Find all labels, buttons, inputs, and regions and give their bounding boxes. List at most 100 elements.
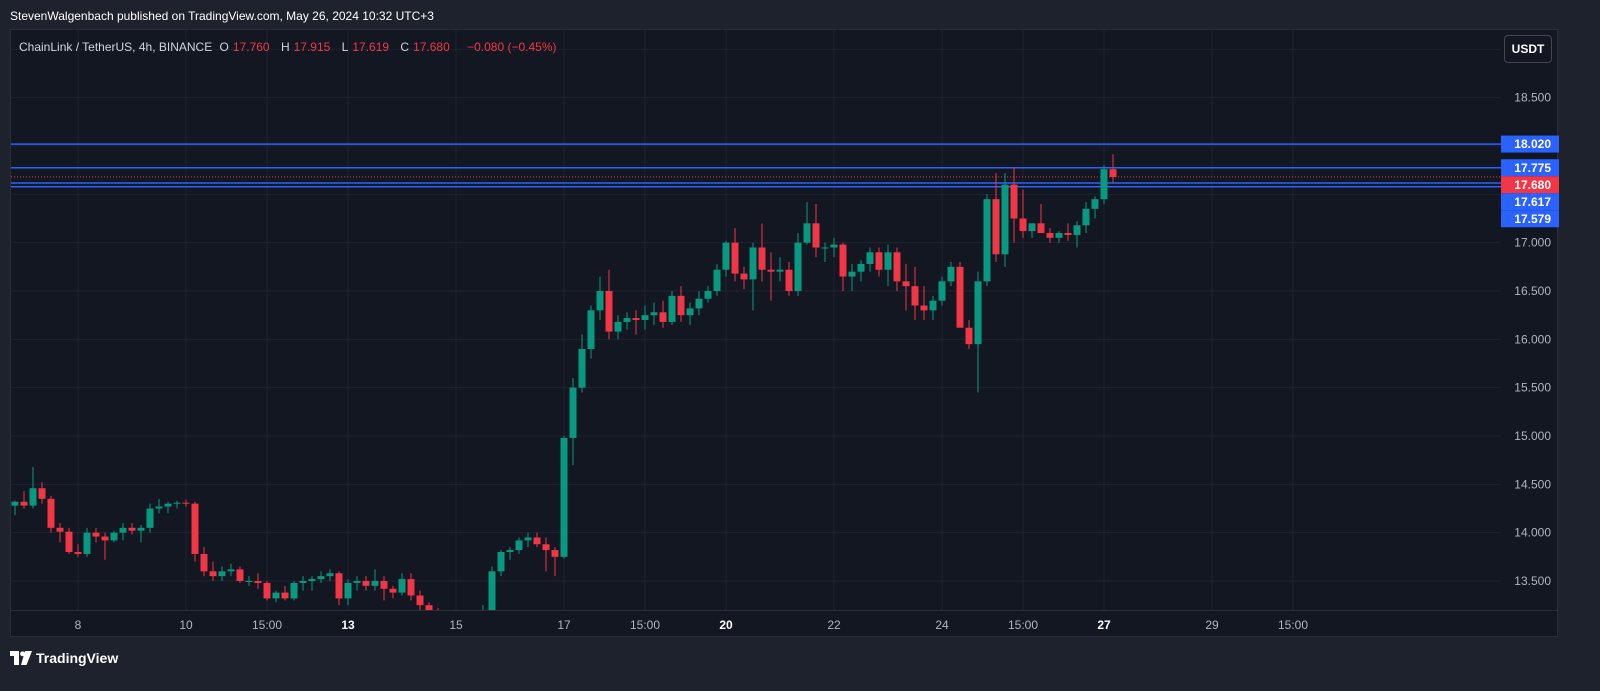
- candle-body: [317, 576, 325, 580]
- candle-body: [758, 247, 766, 270]
- y-tick-label: 14.000: [1514, 526, 1551, 540]
- candle-body: [731, 242, 739, 274]
- candle-body: [929, 300, 937, 311]
- candle-body: [821, 247, 829, 249]
- x-tick-label: 22: [827, 618, 841, 632]
- candle-body: [965, 327, 973, 345]
- candle-body: [155, 506, 163, 509]
- level-price-tag: [1501, 193, 1559, 211]
- candle-body: [641, 315, 649, 320]
- candle-body: [425, 605, 433, 610]
- candle-body: [497, 552, 505, 572]
- x-tick-label: 20: [719, 618, 733, 632]
- candle-body: [74, 552, 82, 554]
- candle-body: [839, 244, 847, 277]
- y-tick-label: 16.500: [1514, 284, 1551, 298]
- candle-body: [524, 537, 532, 541]
- tradingview-logo-icon: [10, 651, 32, 665]
- candle-body: [236, 569, 244, 581]
- candle-body: [1001, 184, 1009, 255]
- low-value: 17.619: [352, 40, 390, 54]
- candle-body: [605, 291, 613, 332]
- candle-body: [335, 573, 343, 599]
- candle-body: [371, 581, 379, 586]
- open-label: O: [219, 40, 229, 54]
- candle-body: [893, 252, 901, 282]
- candle-body: [20, 501, 28, 506]
- candle-body: [857, 263, 865, 272]
- y-tick-label: 13.500: [1514, 574, 1551, 588]
- x-tick-label: 15:00: [1278, 618, 1308, 632]
- candle-body: [263, 582, 271, 599]
- candle-body: [435, 610, 442, 625]
- candle-body: [47, 498, 55, 528]
- candle-body: [1055, 233, 1063, 238]
- candle-body: [290, 582, 298, 599]
- x-tick-label: 15:00: [1008, 618, 1038, 632]
- candle-body: [299, 581, 307, 583]
- candle-body: [794, 242, 802, 291]
- candle-body: [767, 269, 775, 272]
- candle-body: [200, 553, 208, 572]
- candle-body: [119, 527, 127, 533]
- level-price-tag-label: 17.775: [1514, 161, 1551, 175]
- x-tick-label: 15:00: [630, 618, 660, 632]
- candle-body: [803, 223, 811, 243]
- candle-body: [83, 532, 91, 554]
- candle-body: [587, 310, 595, 349]
- x-tick-label: 17: [557, 618, 571, 632]
- x-tick-label: 8: [75, 618, 82, 632]
- candle-body: [128, 527, 136, 531]
- candle-body: [668, 295, 676, 322]
- y-tick-label: 15.500: [1514, 381, 1551, 395]
- close-label: C: [400, 40, 410, 54]
- candle-body: [254, 581, 262, 583]
- level-price-tag: [1501, 135, 1559, 153]
- candle-body: [398, 579, 406, 593]
- candle-body: [1046, 233, 1054, 238]
- currency-button[interactable]: USDT: [1504, 35, 1552, 63]
- candle-body: [1082, 208, 1090, 226]
- candle-body: [776, 269, 784, 272]
- x-tick-label: 10: [179, 618, 193, 632]
- candle-body: [695, 298, 703, 309]
- candle-body: [1037, 223, 1045, 233]
- candlestick-chart[interactable]: 13.500 14.000 14.500 15.000 15.500 16.000 16.5…: [11, 30, 1559, 638]
- candle-body: [227, 569, 235, 572]
- candle-body: [812, 223, 820, 248]
- candle-body: [146, 508, 154, 528]
- candle-body: [722, 242, 730, 270]
- open-value: 17.760: [232, 40, 270, 54]
- candle-body: [956, 266, 964, 328]
- candle-body: [884, 252, 892, 270]
- level-price-tag: [1501, 210, 1559, 228]
- tradingview-brand[interactable]: TradingView: [10, 650, 118, 666]
- level-price-tag-label: 17.617: [1514, 195, 1551, 209]
- candle-body: [1109, 169, 1117, 177]
- candle-body: [326, 573, 334, 577]
- chart-frame[interactable]: 13.500 14.000 14.500 15.000 15.500 16.000 16.5…: [10, 29, 1559, 638]
- candle-body: [659, 312, 667, 322]
- candle-body: [173, 502, 181, 504]
- level-price-tag: [1501, 159, 1559, 177]
- candle-body: [569, 387, 577, 438]
- candle-body: [749, 247, 757, 280]
- x-tick-label: 27: [1097, 618, 1111, 632]
- candle-body: [533, 537, 541, 545]
- candle-body: [875, 252, 883, 270]
- candle-body: [785, 269, 793, 291]
- level-price-tag-label: 17.579: [1514, 212, 1551, 226]
- candle-body: [344, 582, 352, 599]
- candle-body: [416, 595, 424, 606]
- low-label: L: [341, 40, 349, 54]
- y-tick-label: 15.000: [1514, 429, 1551, 443]
- candle-body: [506, 550, 514, 552]
- candle-body: [983, 199, 991, 282]
- candle-body: [974, 281, 982, 345]
- close-value: 17.680: [413, 40, 450, 54]
- y-tick-label: 14.500: [1514, 477, 1551, 491]
- candle-body: [560, 437, 568, 557]
- candles-group: [11, 154, 1117, 625]
- candle-body: [380, 581, 388, 589]
- candle-body: [308, 579, 316, 581]
